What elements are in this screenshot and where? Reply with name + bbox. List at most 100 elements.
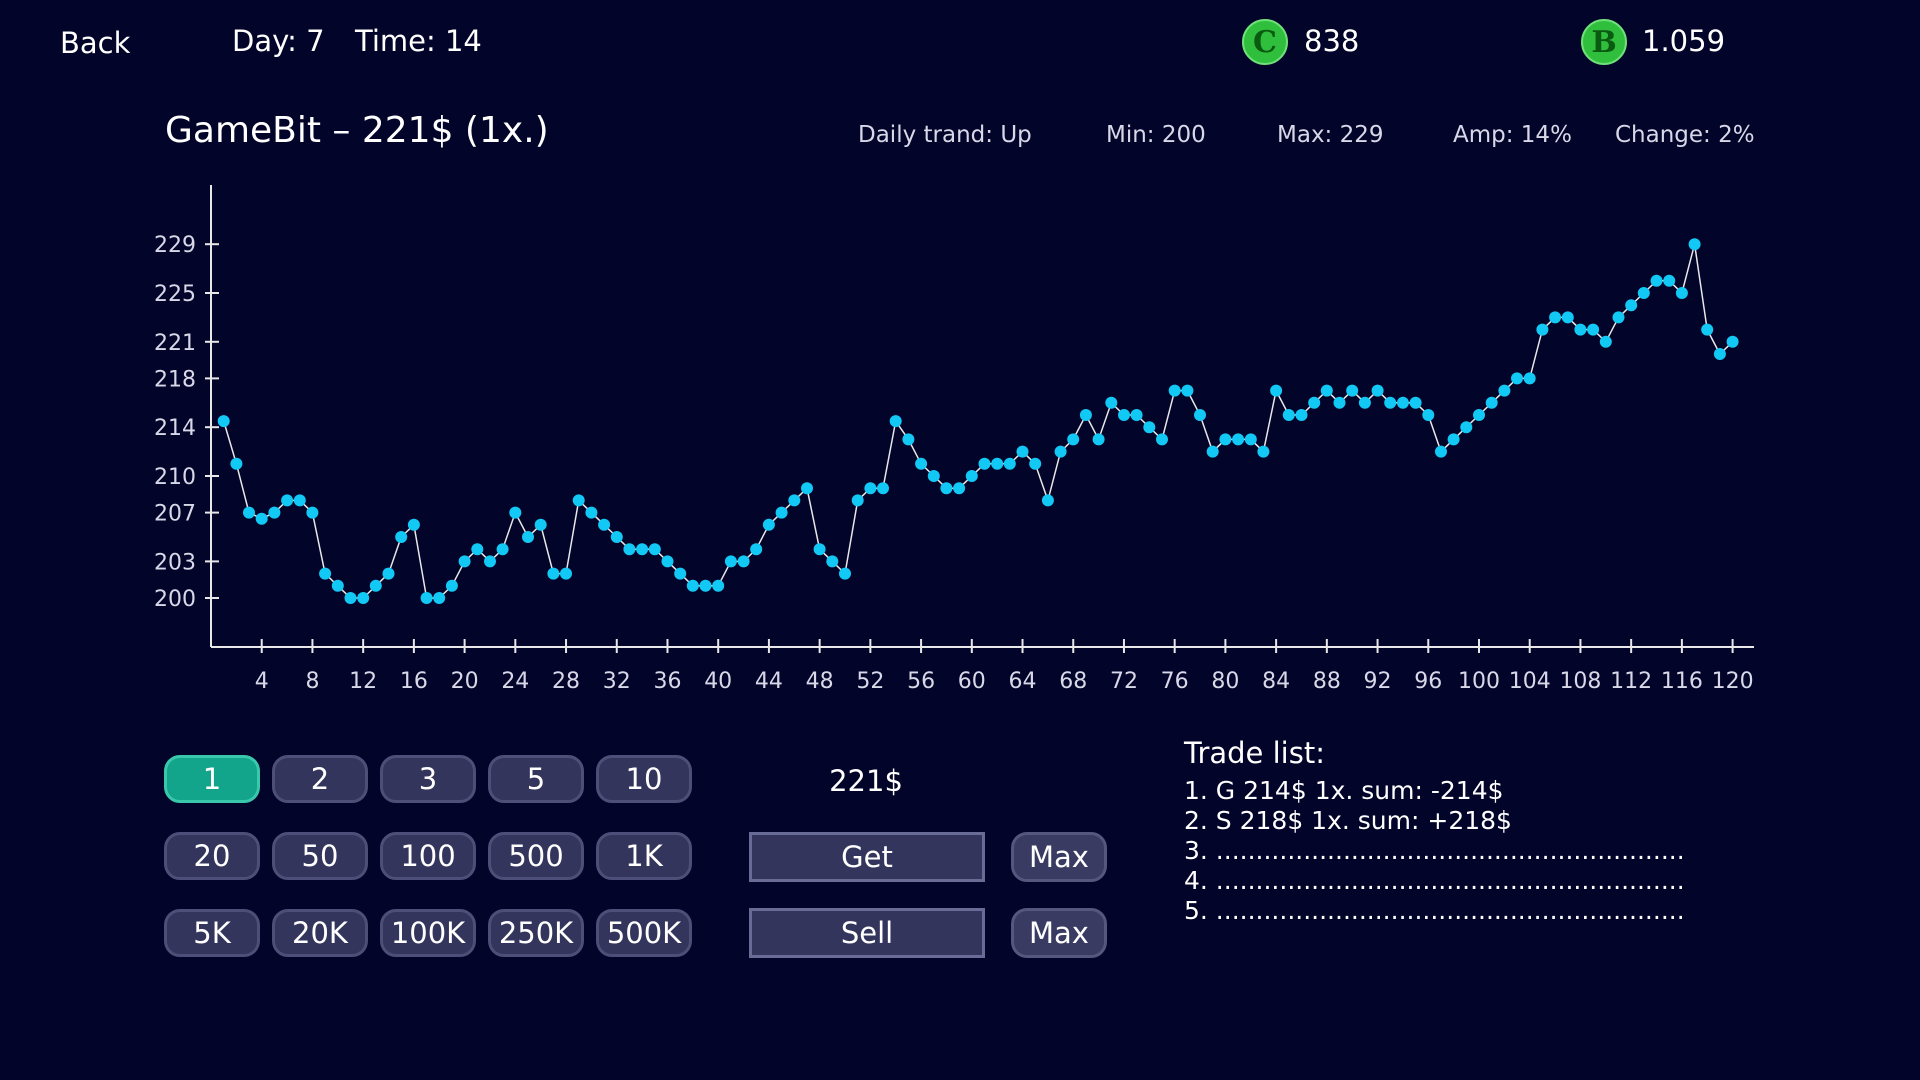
quantity-button-5k[interactable]: 5K [164, 909, 260, 957]
price-point [1206, 445, 1219, 458]
price-point [572, 494, 585, 507]
price-point [1016, 445, 1029, 458]
price-point [1460, 421, 1473, 434]
price-point [839, 567, 851, 580]
price-point [991, 457, 1004, 470]
price-point [1219, 433, 1232, 446]
price-point [801, 482, 813, 495]
price-point [1105, 396, 1118, 409]
price-point [331, 579, 344, 592]
price-point [1511, 372, 1523, 385]
price-point [217, 415, 230, 428]
quantity-button-10[interactable]: 10 [596, 755, 692, 803]
time-label: Time: 14 [355, 24, 482, 58]
price-point [902, 433, 915, 446]
x-tick-label: 112 [1610, 669, 1652, 694]
price-point [674, 567, 687, 580]
price-point [1079, 409, 1092, 421]
price-point [978, 457, 991, 470]
quantity-button-50[interactable]: 50 [272, 832, 368, 880]
x-tick-label: 92 [1364, 669, 1392, 694]
price-point [1156, 433, 1168, 446]
price-point [1054, 445, 1067, 458]
x-tick-label: 16 [400, 669, 428, 694]
x-tick-label: 4 [255, 669, 269, 694]
x-tick-label: 40 [704, 669, 732, 694]
quantity-button-100k[interactable]: 100K [380, 909, 476, 957]
x-tick-label: 84 [1262, 669, 1290, 694]
x-tick-label: 108 [1559, 669, 1601, 694]
price-point [1701, 323, 1714, 336]
price-point [1713, 348, 1726, 360]
price-point [1688, 238, 1701, 251]
x-tick-label: 48 [806, 669, 834, 694]
price-point [1612, 311, 1625, 324]
y-tick-label: 200 [154, 587, 196, 612]
price-point [1320, 384, 1333, 397]
price-point [699, 579, 712, 592]
price-point [1244, 433, 1257, 446]
quantity-button-500[interactable]: 500 [488, 832, 584, 880]
coin-b-balance: 1.059 [1642, 24, 1726, 58]
x-tick-label: 60 [958, 669, 986, 694]
sell-max-button[interactable]: Max [1011, 908, 1107, 958]
quantity-button-20[interactable]: 20 [164, 832, 260, 880]
trade-list-item: 1. G 214$ 1x. sum: -214$ [1184, 776, 1504, 805]
price-point [281, 494, 294, 507]
trade-list-item: 4. .....................................… [1184, 866, 1684, 895]
quantity-button-100[interactable]: 100 [380, 832, 476, 880]
x-tick-label: 56 [907, 669, 935, 694]
price-point [1498, 384, 1511, 397]
x-tick-label: 36 [653, 669, 681, 694]
price-point [1549, 311, 1562, 324]
quantity-button-20k[interactable]: 20K [272, 909, 368, 957]
quantity-button-1[interactable]: 1 [164, 755, 260, 803]
price-point [534, 518, 547, 531]
price-point [420, 592, 433, 604]
price-point [1384, 396, 1397, 409]
price-point [407, 518, 420, 531]
daily-trend-label: Daily trand: Up [858, 122, 1032, 148]
quantity-button-2[interactable]: 2 [272, 755, 368, 803]
x-tick-label: 104 [1509, 669, 1551, 694]
price-point [1257, 445, 1270, 458]
sell-button[interactable]: Sell [749, 908, 985, 958]
quantity-button-3[interactable]: 3 [380, 755, 476, 803]
back-button[interactable]: Back [60, 26, 131, 60]
price-point [737, 555, 750, 568]
x-tick-label: 116 [1661, 669, 1703, 694]
price-point [1726, 335, 1739, 348]
x-tick-label: 8 [305, 669, 319, 694]
get-button[interactable]: Get [749, 832, 985, 882]
price-point [1396, 396, 1409, 409]
price-point [915, 457, 928, 470]
price-point [1067, 433, 1080, 446]
price-point [243, 506, 255, 519]
quantity-button-5[interactable]: 5 [488, 755, 584, 803]
y-tick-label: 225 [154, 282, 196, 307]
price-point [255, 512, 268, 525]
price-point [1587, 323, 1600, 336]
price-point [1181, 384, 1194, 397]
price-point [598, 518, 611, 531]
price-point [1485, 396, 1498, 409]
trade-list-title: Trade list: [1184, 736, 1325, 770]
trade-list-item: 5. .....................................… [1184, 896, 1684, 925]
quantity-button-250k[interactable]: 250K [488, 909, 584, 957]
day-label: Day: 7 [232, 24, 325, 58]
x-tick-label: 76 [1161, 669, 1189, 694]
quantity-button-500k[interactable]: 500K [596, 909, 692, 957]
x-tick-label: 32 [603, 669, 631, 694]
quantity-button-1k[interactable]: 1K [596, 832, 692, 880]
price-point [268, 506, 281, 519]
trade-list: 1. G 214$ 1x. sum: -214$ 2. S 218$ 1x. s… [1184, 776, 1684, 926]
price-point [1371, 384, 1384, 397]
price-point [1663, 274, 1676, 287]
price-point [965, 470, 978, 482]
y-tick-label: 218 [154, 367, 196, 392]
x-tick-label: 72 [1110, 669, 1138, 694]
get-max-button[interactable]: Max [1011, 832, 1107, 882]
x-tick-label: 100 [1458, 669, 1500, 694]
price-point [319, 567, 332, 580]
